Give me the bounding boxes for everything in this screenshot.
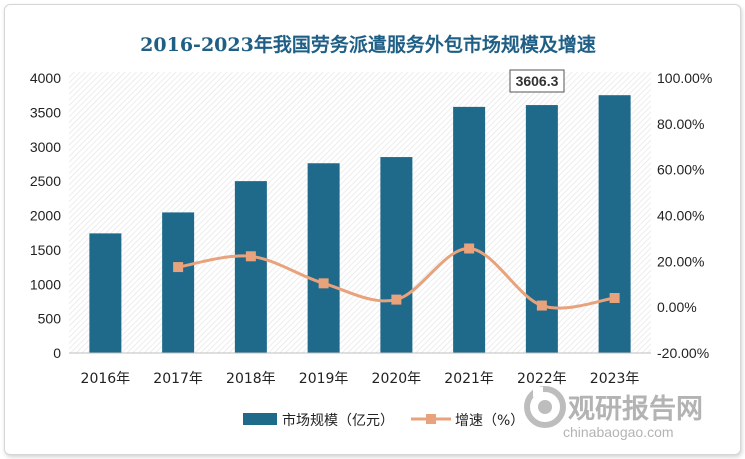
- watermark-logo-icon: [524, 386, 566, 428]
- legend-bar-swatch: [243, 413, 277, 425]
- legend-line-marker: [426, 414, 436, 424]
- bar: [162, 212, 195, 353]
- legend: 市场规模（亿元） 增速（%）: [243, 412, 524, 429]
- y-left-tick-label: 3000: [30, 139, 61, 155]
- bar: [380, 157, 413, 353]
- bar: [307, 163, 340, 353]
- x-tick-label: 2019年: [299, 371, 349, 387]
- bar: [453, 106, 486, 353]
- x-tick-label: 2020年: [372, 371, 422, 387]
- data-callout-label: 3606.3: [516, 73, 559, 89]
- y-left-tick-label: 500: [38, 311, 62, 327]
- y-left-tick-label: 1000: [30, 276, 61, 292]
- y-right-tick-label: 20.00%: [657, 253, 704, 269]
- watermark: 观研报告网 chinabaogao.com: [524, 386, 703, 440]
- data-callout: 3606.3: [509, 69, 565, 93]
- y-left-tick-label: 1500: [30, 242, 61, 258]
- line-point-marker: [318, 278, 329, 289]
- watermark-text: 观研报告网: [568, 394, 703, 425]
- y-left-tick-label: 2500: [30, 173, 61, 189]
- x-axis-ticks: 2016年 2017年 2018年 2019年 2020年 2021年 2022年 2023年: [81, 371, 640, 387]
- chart-frame: 2016-2023年我国劳务派遣服务外包市场规模及增速 0 500 1000 1500…: [4, 4, 741, 455]
- watermark-url: chinabaogao.com: [563, 424, 674, 440]
- bar: [89, 233, 122, 353]
- data-callout-box: [509, 69, 565, 93]
- x-tick-label: 2017年: [153, 371, 203, 387]
- x-tick-label: 2016年: [81, 371, 131, 387]
- y-right-tick-label: -20.00%: [657, 345, 709, 361]
- y-right-tick-label: 100.00%: [657, 70, 712, 86]
- y-left-tick-label: 3500: [30, 104, 61, 120]
- growth-line-series: [173, 243, 620, 311]
- line-point-marker: [609, 293, 620, 303]
- y-left-tick-label: 2000: [30, 208, 61, 224]
- y-left-tick-label: 0: [53, 345, 61, 361]
- y-right-tick-label: 0.00%: [657, 299, 697, 315]
- line-point-marker: [464, 243, 475, 254]
- bar-series: [89, 95, 631, 354]
- bar: [598, 95, 631, 353]
- x-tick-label: 2022年: [517, 371, 567, 387]
- x-tick-label: 2018年: [226, 371, 276, 387]
- chart-title: 2016-2023年我国劳务派遣服务外包市场规模及增速: [140, 33, 596, 56]
- y-axis-right-ticks: -20.00% 0.00% 20.00% 40.00% 60.00% 80.00% 100.…: [657, 70, 712, 361]
- y-right-tick-label: 40.00%: [657, 208, 704, 224]
- line-point-marker: [536, 300, 547, 311]
- line-point-marker: [173, 262, 184, 273]
- y-right-tick-label: 60.00%: [657, 162, 704, 178]
- y-left-tick-label: 4000: [30, 70, 61, 86]
- x-tick-label: 2023年: [590, 371, 640, 387]
- line-point-marker: [245, 251, 256, 262]
- legend-bar-label: 市场规模（亿元）: [282, 412, 394, 429]
- plot-area-background: [69, 72, 651, 353]
- bar: [234, 181, 267, 353]
- bar: [525, 105, 558, 354]
- x-tick-label: 2021年: [444, 371, 494, 387]
- y-right-tick-label: 80.00%: [657, 116, 704, 132]
- y-axis-left-ticks: 0 500 1000 1500 2000 2500 3000 3500 4000: [30, 70, 61, 361]
- chart-svg: 2016-2023年我国劳务派遣服务外包市场规模及增速 0 500 1000 1500…: [30, 33, 712, 440]
- legend-line-label: 增速（%）: [455, 413, 524, 429]
- line-point-marker: [391, 294, 402, 305]
